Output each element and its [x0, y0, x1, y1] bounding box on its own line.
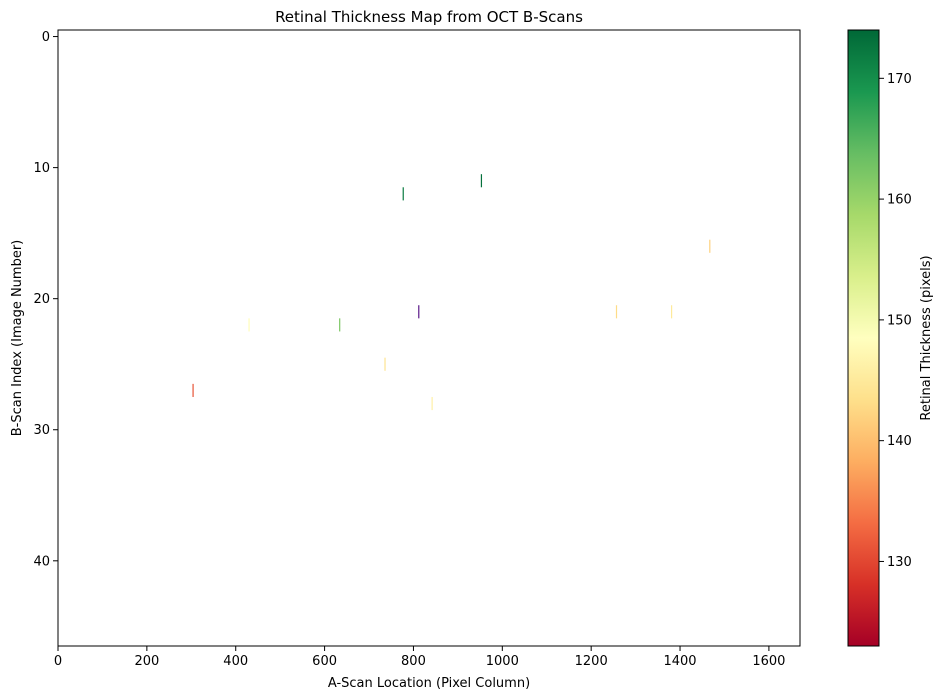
- x-axis-label: A-Scan Location (Pixel Column): [328, 676, 530, 691]
- x-tick-label: 1000: [486, 654, 519, 669]
- x-axis-ticks: 0 200 400 600 800 1000 1200 1400 1600: [54, 646, 785, 669]
- thickness-mark: [670, 305, 673, 319]
- thickness-mark: [709, 239, 711, 253]
- colorbar-tick-label: 130: [887, 555, 912, 570]
- x-tick-label: 400: [223, 654, 248, 669]
- x-tick-label: 0: [54, 654, 62, 669]
- y-tick-label: 0: [42, 30, 50, 45]
- thickness-mark: [480, 174, 483, 188]
- x-tick-label: 1200: [575, 654, 608, 669]
- x-tick-label: 600: [312, 654, 337, 669]
- thickness-mark: [402, 187, 404, 201]
- y-tick-label: 30: [33, 423, 50, 438]
- x-tick-label: 1600: [752, 654, 785, 669]
- colorbar-tick-label: 140: [887, 434, 912, 449]
- y-tick-label: 10: [33, 161, 50, 176]
- colorbar-tick-label: 170: [887, 72, 912, 87]
- x-tick-label: 1400: [663, 654, 696, 669]
- y-tick-label: 40: [33, 554, 50, 569]
- colorbar-label: Retinal Thickness (pixels): [919, 255, 934, 420]
- y-axis-ticks: 0 10 20 30 40: [33, 30, 58, 569]
- thickness-mark: [384, 357, 386, 371]
- thickness-mark: [418, 305, 420, 319]
- x-tick-label: 200: [134, 654, 159, 669]
- data-marks: [192, 174, 711, 411]
- plot-frame: [57, 29, 801, 647]
- colorbar-ticks: 130 140 150 160 170: [879, 72, 912, 570]
- thickness-mark: [615, 305, 618, 319]
- colorbar-tick-label: 150: [887, 313, 912, 328]
- y-axis-label: B-Scan Index (Image Number): [10, 240, 25, 436]
- colorbar-tick-label: 160: [887, 193, 912, 208]
- chart-title: Retinal Thickness Map from OCT B-Scans: [275, 8, 583, 26]
- thickness-mark: [248, 318, 250, 332]
- thickness-mark: [431, 396, 433, 411]
- plot-area: [58, 30, 800, 646]
- y-tick-label: 20: [33, 292, 50, 307]
- thickness-mark: [339, 318, 341, 332]
- thickness-mark: [192, 383, 194, 397]
- x-tick-label: 800: [401, 654, 426, 669]
- colorbar: [847, 29, 880, 647]
